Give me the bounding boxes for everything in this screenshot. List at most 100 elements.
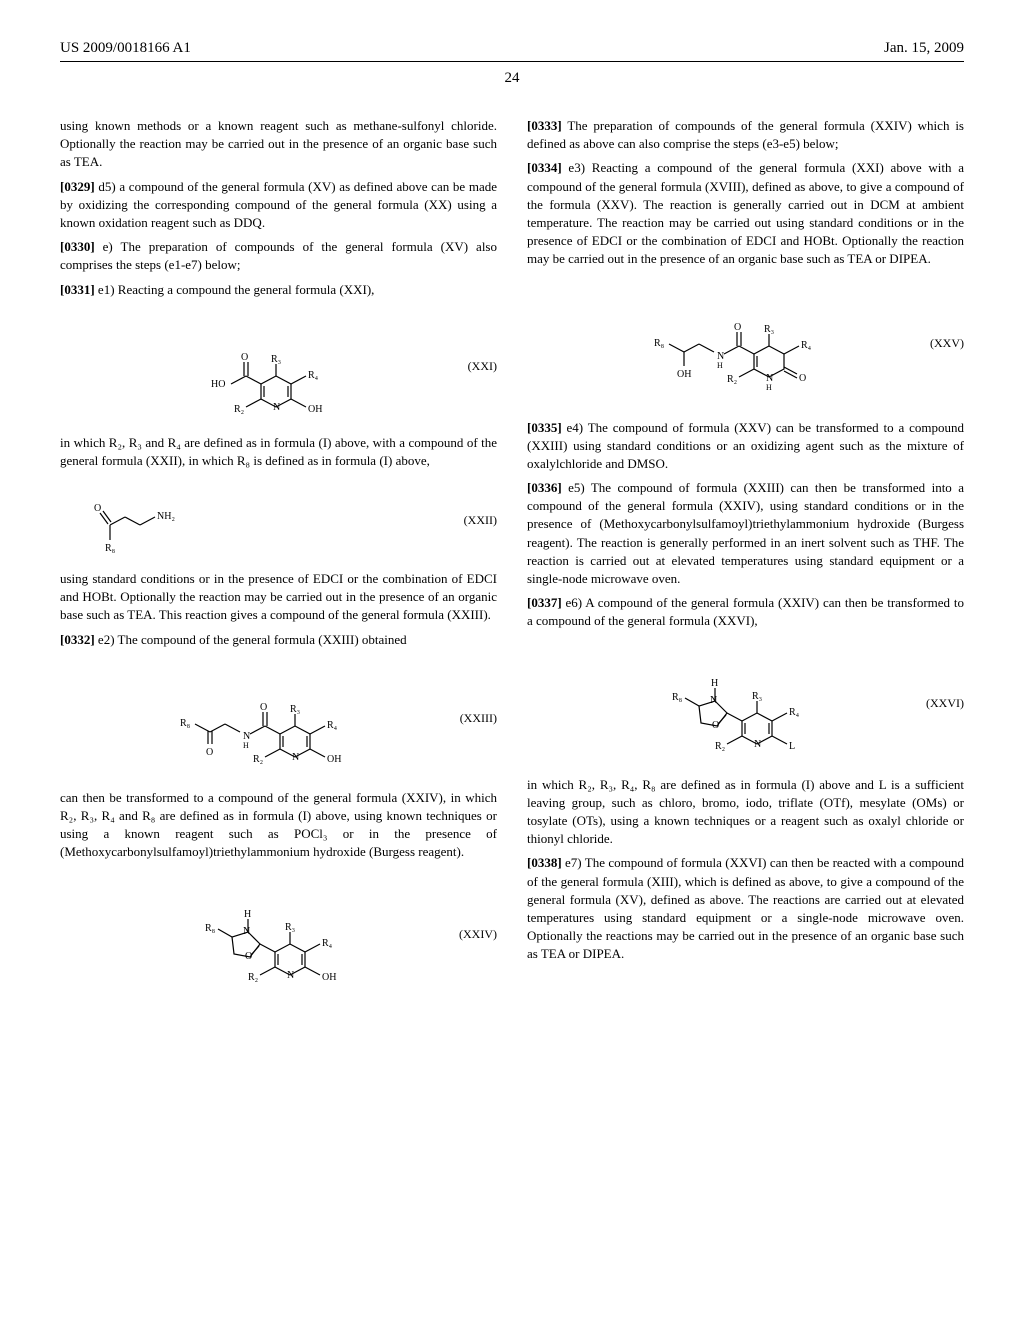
ptxt-0338: e7) The compound of formula (XXVI) can t…: [527, 855, 964, 961]
svg-text:O: O: [94, 503, 101, 514]
para-0337: [0337] e6) A compound of the general for…: [527, 594, 964, 630]
svg-text:O: O: [712, 720, 719, 731]
svg-text:R₂: R₂: [234, 404, 244, 415]
svg-text:H: H: [243, 741, 249, 750]
formula-label-xxi: (XXI): [458, 358, 497, 375]
svg-text:N: N: [273, 402, 280, 413]
para-xxi-desc: in which R₂, R₃ and R₄ are defined as in…: [60, 434, 497, 470]
content-columns: using known methods or a known reagent s…: [60, 117, 964, 1007]
para-0338: [0338] e7) The compound of formula (XXVI…: [527, 854, 964, 963]
svg-text:O: O: [206, 747, 213, 758]
pnum-0333: [0333]: [527, 118, 562, 133]
svg-text:HO: HO: [211, 379, 225, 390]
svg-text:R₂: R₂: [248, 972, 258, 983]
svg-text:R₃: R₃: [752, 691, 762, 702]
para-intro: using known methods or a known reagent s…: [60, 117, 497, 172]
svg-text:N: N: [243, 926, 250, 937]
ptxt-0329: d5) a compound of the general formula (X…: [60, 179, 497, 230]
svg-text:R₈: R₈: [180, 718, 191, 729]
svg-text:R₈: R₈: [205, 923, 216, 934]
publication-date: Jan. 15, 2009: [884, 40, 964, 57]
svg-text:N: N: [287, 970, 294, 981]
svg-text:L: L: [789, 741, 795, 752]
ptxt-0336: e5) The compound of formula (XXIII) can …: [527, 480, 964, 586]
para-0336: [0336] e5) The compound of formula (XXII…: [527, 479, 964, 588]
formula-xxi: N O HO R₃ R₄ R₂ OH (XXI): [60, 314, 497, 419]
pnum-0337: [0337]: [527, 595, 562, 610]
svg-text:H: H: [717, 361, 723, 370]
svg-text:H: H: [766, 383, 772, 392]
svg-text:OH: OH: [327, 754, 341, 765]
svg-text:O: O: [260, 702, 267, 713]
pnum-0330: [0330]: [60, 239, 95, 254]
svg-text:OH: OH: [322, 972, 336, 983]
formula-xxiii: N O N H O R₈ R₃ R₄ R₂ OH (XXIII): [60, 664, 497, 774]
svg-text:H: H: [711, 678, 718, 689]
svg-text:R₂: R₂: [253, 754, 263, 765]
svg-text:N: N: [292, 752, 299, 763]
formula-xxii: NH₂ O R₈ (XXII): [60, 485, 497, 555]
left-column: using known methods or a known reagent s…: [60, 117, 497, 1007]
ptxt-0334: e3) Reacting a compound of the general f…: [527, 160, 964, 266]
svg-text:R₈: R₈: [672, 692, 683, 703]
svg-text:N: N: [710, 695, 717, 706]
svg-text:R₄: R₄: [327, 720, 338, 731]
svg-text:O: O: [799, 373, 806, 384]
formula-xxv: N H O O N H OH R₈ R₃ R₄ R₂ (XXV): [527, 284, 964, 404]
para-0334: [0334] e3) Reacting a compound of the ge…: [527, 159, 964, 268]
svg-text:R₃: R₃: [764, 324, 774, 335]
ptxt-0330: e) The preparation of compounds of the g…: [60, 239, 497, 272]
patent-number: US 2009/0018166 A1: [60, 40, 191, 57]
formula-label-xxiii: (XXIII): [450, 710, 497, 727]
para-xxiii-desc: can then be transformed to a compound of…: [60, 789, 497, 862]
para-xxvi-desc: in which R₂, R₃, R₄, R₈ are defined as i…: [527, 776, 964, 849]
para-0330: [0330] e) The preparation of compounds o…: [60, 238, 497, 274]
svg-text:O: O: [245, 951, 252, 962]
formula-label-xxii: (XXII): [454, 512, 497, 529]
para-0329: [0329] d5) a compound of the general for…: [60, 178, 497, 233]
svg-text:R₄: R₄: [789, 707, 800, 718]
svg-text:NH₂: NH₂: [157, 511, 175, 522]
formula-xxvi: N N O R₈ H R₃ R₄ R₂ L (XXVI): [527, 646, 964, 761]
pnum-0338: [0338]: [527, 855, 562, 870]
ptxt-0332: e2) The compound of the general formula …: [95, 632, 407, 647]
ptxt-0331: e1) Reacting a compound the general form…: [95, 282, 375, 297]
ptxt-0333: The preparation of compounds of the gene…: [527, 118, 964, 151]
svg-text:OH: OH: [308, 404, 322, 415]
formula-label-xxvi: (XXVI): [916, 695, 964, 712]
svg-text:O: O: [241, 352, 248, 363]
pnum-0329: [0329]: [60, 179, 95, 194]
pnum-0331: [0331]: [60, 282, 95, 297]
svg-text:R₄: R₄: [308, 370, 319, 381]
svg-text:R₂: R₂: [727, 374, 737, 385]
formula-label-xxv: (XXV): [920, 335, 964, 352]
formula-label-xxiv: (XXIV): [449, 926, 497, 943]
page-number: 24: [60, 70, 964, 87]
ptxt-0335: e4) The compound of formula (XXV) can be…: [527, 420, 964, 471]
pnum-0336: [0336]: [527, 480, 562, 495]
para-0335: [0335] e4) The compound of formula (XXV)…: [527, 419, 964, 474]
pnum-0335: [0335]: [527, 420, 562, 435]
formula-xxiv: N N O R₈ H R₃ R₄ R₂ OH (XXIV): [60, 877, 497, 992]
page-header: US 2009/0018166 A1 Jan. 15, 2009: [60, 40, 964, 62]
para-0333: [0333] The preparation of compounds of t…: [527, 117, 964, 153]
para-0331: [0331] e1) Reacting a compound the gener…: [60, 281, 497, 299]
para-0332: [0332] e2) The compound of the general f…: [60, 631, 497, 649]
svg-text:OH: OH: [677, 369, 691, 380]
svg-text:R₃: R₃: [290, 704, 300, 715]
svg-text:R₈: R₈: [105, 543, 116, 554]
pnum-0334: [0334]: [527, 160, 562, 175]
right-column: [0333] The preparation of compounds of t…: [527, 117, 964, 1007]
svg-text:H: H: [244, 909, 251, 920]
svg-text:N: N: [754, 739, 761, 750]
svg-text:R₂: R₂: [715, 741, 725, 752]
pnum-0332: [0332]: [60, 632, 95, 647]
svg-text:R₄: R₄: [322, 938, 333, 949]
svg-text:R₈: R₈: [654, 338, 665, 349]
svg-text:R₃: R₃: [271, 354, 281, 365]
svg-text:O: O: [734, 322, 741, 333]
ptxt-0337: e6) A compound of the general formula (X…: [527, 595, 964, 628]
para-xxii-desc: using standard conditions or in the pres…: [60, 570, 497, 625]
svg-text:R₃: R₃: [285, 922, 295, 933]
svg-text:R₄: R₄: [801, 340, 812, 351]
